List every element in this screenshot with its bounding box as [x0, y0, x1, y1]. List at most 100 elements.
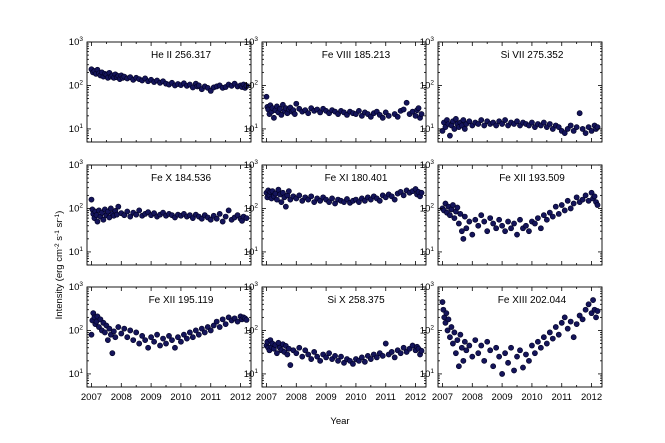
data-point — [593, 314, 599, 321]
data-point — [189, 334, 196, 341]
data-point — [448, 324, 455, 330]
data-point — [181, 331, 187, 338]
data-point — [88, 196, 95, 203]
data-point — [388, 349, 395, 355]
data-point — [201, 329, 208, 336]
data-point — [216, 210, 223, 217]
data-point — [124, 208, 131, 215]
data-point — [210, 322, 217, 329]
data-point — [222, 321, 229, 328]
y-tick-label: 101 — [69, 246, 84, 258]
data-point — [461, 213, 468, 220]
data-point — [305, 351, 312, 358]
data-point — [450, 340, 456, 347]
data-point — [274, 196, 280, 203]
data-point — [148, 334, 155, 341]
x-tick-label: 2009 — [492, 392, 513, 403]
x-tick-label: 2010 — [521, 392, 542, 403]
data-point — [561, 207, 568, 214]
data-point — [394, 113, 401, 120]
panel-4: Fe X 184.536 101 102 103 — [69, 159, 252, 266]
data-point — [523, 351, 529, 358]
data-point — [439, 299, 446, 305]
x-tick-label: 2009 — [316, 392, 337, 403]
data-point — [499, 371, 506, 377]
x-tick-label: 2011 — [201, 392, 221, 403]
data-point — [373, 354, 380, 361]
data-point — [278, 112, 285, 118]
data-point — [418, 189, 425, 196]
panel-title: Fe XI 180.401 — [325, 173, 388, 184]
data-point — [415, 105, 422, 112]
y-tick-label: 101 — [420, 368, 435, 380]
x-tick-label: 2011 — [552, 392, 572, 403]
y-tick-label: 101 — [69, 123, 84, 135]
data-point — [454, 337, 461, 343]
y-tick-label: 103 — [420, 281, 435, 293]
panel-5: Fe XI 180.401 101 102 103 — [244, 159, 427, 266]
data-point — [195, 331, 202, 338]
data-point — [537, 344, 544, 351]
y-tick-label: 103 — [69, 159, 84, 171]
data-point — [567, 205, 574, 212]
data-point — [112, 334, 119, 341]
data-point — [567, 122, 574, 129]
data-point — [487, 215, 494, 221]
data-point — [570, 334, 577, 341]
data-point — [543, 216, 550, 223]
data-point — [594, 202, 601, 208]
data-point — [285, 188, 292, 195]
data-point — [100, 216, 107, 223]
data-point — [552, 324, 559, 330]
data-point — [450, 202, 456, 208]
data-point — [540, 119, 547, 126]
data-point — [520, 364, 526, 371]
data-point — [308, 193, 315, 200]
data-point — [543, 340, 550, 347]
data-point — [391, 196, 398, 203]
x-tick-label: 2012 — [405, 392, 426, 403]
data-point — [460, 235, 467, 242]
data-point — [121, 325, 128, 332]
data-point — [305, 110, 312, 117]
data-point — [361, 358, 368, 365]
data-point — [460, 117, 467, 123]
data-point — [555, 210, 562, 217]
data-point — [133, 329, 140, 336]
data-point — [400, 344, 407, 351]
data-point — [511, 367, 517, 374]
x-tick-label: 2010 — [345, 392, 366, 403]
data-point — [445, 316, 452, 323]
data-point — [481, 122, 488, 129]
data-point — [481, 218, 488, 225]
y-axis-label-mid1: s — [54, 236, 65, 244]
data-point — [296, 344, 303, 351]
data-point — [379, 114, 386, 121]
data-point — [166, 332, 172, 339]
data-point — [115, 324, 122, 330]
data-point — [178, 338, 184, 345]
data-point — [157, 342, 163, 349]
data-point — [447, 132, 453, 139]
panel-7: Fe XII 195.119 101 102 103 2007 2008 2009 2010 2… — [69, 281, 252, 403]
data-point — [376, 197, 383, 204]
data-point — [508, 225, 514, 232]
data-point — [284, 351, 291, 358]
data-point — [192, 327, 199, 334]
data-point — [350, 360, 356, 367]
data-point — [579, 316, 586, 323]
panel-title: Fe X 184.536 — [151, 173, 211, 184]
panel-8: Si X 258.375 101 102 103 2007 2008 2009 2010 201… — [244, 281, 427, 403]
data-point — [115, 203, 122, 210]
data-point — [385, 112, 392, 119]
y-axis-label-sup2: -1 — [54, 230, 61, 236]
y-tick-label: 103 — [420, 159, 435, 171]
data-point — [124, 334, 131, 341]
panel-3: Si VII 275.352 101 102 103 — [420, 36, 603, 143]
data-point — [444, 327, 451, 334]
data-point — [332, 352, 338, 359]
data-point — [573, 194, 580, 201]
data-point — [457, 210, 464, 217]
data-point — [466, 342, 473, 349]
data-point — [207, 216, 214, 223]
